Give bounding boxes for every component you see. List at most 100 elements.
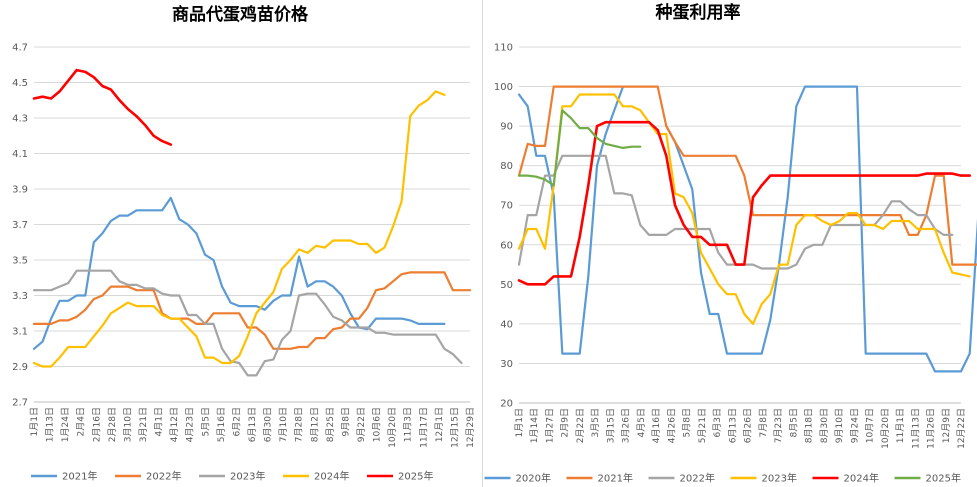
y-tick-label: 4.5: [12, 78, 28, 89]
x-tick-label: 10月20日: [880, 408, 891, 449]
x-tick-label: 11月1日: [895, 408, 906, 443]
legend-label: 2024年: [844, 472, 879, 485]
x-tick-label: 8月5日: [788, 408, 799, 437]
x-tick-label: 4月5日: [636, 408, 647, 437]
x-tick-label: 2月16日: [91, 407, 102, 442]
x-tick-label: 9月24日: [849, 408, 860, 443]
legend-label: 2022年: [146, 470, 181, 483]
x-tick-label: 2月9日: [560, 408, 571, 437]
x-tick-label: 11月13日: [910, 408, 921, 449]
series-line-2021年: [517, 85, 977, 266]
series-line-2025年: [32, 68, 173, 146]
legend-entry: 2025年: [367, 470, 433, 483]
x-tick-label: 3月10日: [122, 407, 133, 442]
legend-label: 2023年: [230, 470, 265, 483]
x-tick-label: 6月13日: [727, 408, 738, 443]
chart-background: [483, 0, 977, 487]
y-tick-label: 3.5: [12, 256, 28, 267]
series-line-2024年: [32, 90, 446, 368]
x-tick-label: 4月26日: [666, 408, 677, 443]
x-tick-label: 8月12日: [309, 407, 320, 442]
y-tick-label: 40: [500, 319, 513, 330]
legend-label: 2025年: [926, 472, 961, 485]
y-tick-label: 100: [494, 82, 513, 93]
legend-label: 2021年: [62, 470, 97, 483]
y-tick-label: 3.1: [12, 327, 28, 338]
x-tick-label: 6月30日: [263, 407, 274, 442]
y-tick-label: 4.3: [12, 114, 28, 125]
y-tick-label: 3.9: [12, 185, 28, 196]
x-tick-label: 4月1日: [154, 407, 165, 436]
egg-utilization-chart: 种蛋利用率 20 30 40 50 60 70 80 90 100 110 1月1日 1月14日 1月27…: [483, 0, 977, 487]
x-tick-label: 12月22日: [956, 408, 967, 449]
y-tick-label: 4.1: [12, 149, 28, 160]
series-line-2020年: [517, 85, 977, 373]
series-line-2025年: [517, 109, 642, 187]
x-tick-label: 1月24日: [60, 407, 71, 442]
y-tick-label: 4.7: [12, 43, 28, 54]
x-tick-label: 10月20日: [387, 407, 398, 448]
x-tick-label: 12月29日: [465, 407, 476, 448]
x-tick-label: 4月16日: [651, 408, 662, 443]
chart-panel-left: 商品代蛋鸡苗价格 2.7 2.9 3.1 3.3 3.5 3.7 3.9 4.1 4.3 4.5 4.…: [0, 0, 482, 487]
x-tick-label: 4月12日: [169, 407, 180, 442]
x-tick-label: 2月22日: [575, 408, 586, 443]
x-tick-label: 5月21日: [697, 408, 708, 443]
legend-label: 2025年: [398, 470, 433, 483]
y-tick-label: 3.3: [12, 291, 28, 302]
legend-label: 2024年: [314, 470, 349, 483]
x-tick-label: 12月15日: [449, 407, 460, 448]
x-tick-label: 10月7日: [865, 408, 876, 443]
x-tick-label: 6月2日: [231, 407, 242, 436]
y-tick-label: 50: [500, 280, 513, 291]
chart-title: 种蛋利用率: [655, 2, 741, 23]
x-tick-label: 11月17日: [418, 407, 429, 448]
y-tick-label: 20: [500, 399, 513, 410]
x-tick-label: 1月1日: [514, 408, 525, 437]
legend-label: 2021年: [598, 472, 633, 485]
x-tick-label: 5月8日: [682, 408, 693, 437]
legend-entry: 2024年: [812, 472, 879, 485]
legend-label: 2022年: [680, 472, 715, 485]
series-line-2023年: [32, 269, 463, 377]
chicken-price-chart: 商品代蛋鸡苗价格 2.7 2.9 3.1 3.3 3.5 3.7 3.9 4.1 4.3 4.5 4.…: [0, 0, 482, 487]
y-tick-label: 70: [500, 201, 513, 212]
legend-entry: 2024年: [283, 470, 349, 483]
x-tick-label: 7月23日: [773, 408, 784, 443]
chart-title: 商品代蛋鸡苗价格: [172, 4, 309, 25]
legend-entry: 2023年: [730, 472, 797, 485]
legend-entry: 2020年: [484, 472, 551, 485]
x-tick-label: 1月14日: [529, 408, 540, 443]
x-tick-label: 7月10日: [278, 407, 289, 442]
x-tick-label: 1月1日: [29, 407, 40, 436]
x-tick-label: 1月27日: [544, 408, 555, 443]
y-tick-label: 3.7: [12, 220, 28, 231]
x-tick-label: 5月5日: [200, 407, 211, 436]
x-tick-label: 9月22日: [356, 407, 367, 442]
x-tick-label: 3月5日: [590, 408, 601, 437]
x-tick-label: 6月13日: [247, 407, 258, 442]
legend-entry: 2022年: [115, 470, 181, 483]
series-line-2023年: [517, 93, 971, 325]
series-line-2024年: [517, 120, 971, 286]
x-tick-label: 2月4日: [76, 407, 87, 436]
legend-entry: 2021年: [31, 470, 97, 483]
x-tick-label: 5月16日: [216, 407, 227, 442]
x-tick-label: 2月28日: [107, 407, 118, 442]
x-tick-label: 8月30日: [819, 408, 830, 443]
x-tick-label: 3月26日: [621, 408, 632, 443]
legend-entry: 2023年: [199, 470, 265, 483]
x-tick-label: 1月13日: [45, 407, 56, 442]
x-tick-label: 9月8日: [340, 407, 351, 436]
x-tick-label: 9月10日: [834, 408, 845, 443]
x-tick-label: 7月28日: [294, 407, 305, 442]
legend-entry: 2021年: [566, 472, 633, 485]
x-tick-label: 8月25日: [325, 407, 336, 442]
y-tick-label: 110: [494, 43, 513, 54]
x-tick-label: 4月23日: [185, 407, 196, 442]
y-tick-label: 2.7: [12, 398, 28, 409]
x-tick-label: 3月15日: [605, 408, 616, 443]
y-tick-label: 30: [500, 359, 513, 370]
x-tick-label: 12月9日: [941, 408, 952, 443]
y-tick-label: 90: [500, 122, 513, 133]
